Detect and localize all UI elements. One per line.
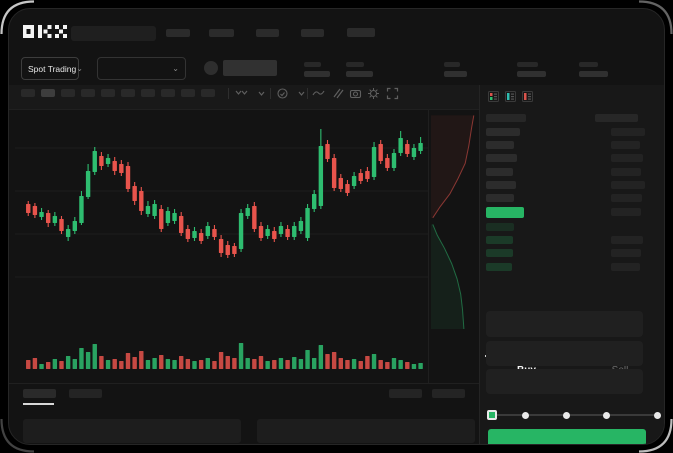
stat-value-block [579,71,608,77]
ask-amount-bar [611,141,640,149]
compare-icon[interactable] [331,87,344,100]
chevron-down-icon[interactable] [255,87,268,100]
right-panel: Buy Sell [479,85,664,444]
book-split-view-icon[interactable] [488,89,499,102]
ask-price-bar [486,141,514,149]
bottom-tab[interactable] [69,389,102,398]
toolbar-divider [307,88,308,99]
bid-amount-bar [611,263,640,271]
fullscreen-icon[interactable] [386,87,399,100]
candle-style-icon[interactable] [235,87,248,100]
timeframe-button[interactable] [101,89,115,97]
ask-amount-bar [611,181,645,189]
toolbar-divider [228,88,229,99]
stat-value-block [517,71,546,77]
orderbook-header-block [486,114,526,122]
timeframe-button[interactable] [121,89,135,97]
ask-amount-bar [611,128,645,136]
order-form-field[interactable] [486,369,643,394]
nav-item[interactable] [256,29,279,37]
chart-toolbar [9,85,479,110]
timeframe-button[interactable] [141,89,155,97]
ask-price-bar [486,168,513,176]
timeframe-button[interactable] [81,89,95,97]
slider-stop[interactable] [602,411,610,419]
stat-label-block [517,62,538,67]
buy-submit-button[interactable] [488,429,646,444]
ask-price-bar [486,128,520,136]
candlestick-chart[interactable] [15,109,428,379]
depth-chart [431,115,475,330]
book-bids-view-icon[interactable] [505,89,516,102]
ask-amount-bar [611,154,643,162]
app-window: Spot Trading ⌄ ⌄ [8,8,665,445]
toolbar-divider [270,88,271,99]
last-price-bar[interactable] [486,207,524,218]
bottom-tab-active[interactable] [23,389,56,398]
bottom-tab-indicator [23,403,54,405]
bid-amount-bar [611,249,641,257]
last-price-block [223,60,277,76]
ask-price-bar [486,154,517,162]
order-form-field[interactable] [486,341,643,366]
camera-icon[interactable] [349,87,362,100]
slider-stop[interactable] [562,411,570,419]
market-type-label: Spot Trading [28,63,77,74]
amount-slider-track[interactable] [491,414,657,416]
nav-item[interactable] [301,29,324,37]
slider-stop[interactable] [653,411,661,419]
ask-price-bar [486,181,516,189]
stat-value-block [304,71,330,77]
timeframe-button[interactable] [41,89,55,97]
nav-item[interactable] [166,29,190,37]
stat-label-block [304,62,321,67]
last-price-amount-bar [611,208,641,216]
stat-value-block [346,71,373,77]
okx-logo[interactable] [23,25,67,38]
stat-label-block [444,62,460,67]
amount-slider-handle[interactable] [487,410,497,420]
slider-stop[interactable] [521,411,529,419]
bottom-panel [23,419,241,443]
nav-item[interactable] [347,28,375,37]
bottom-divider [9,383,479,384]
bid-price-bar [486,236,513,244]
settings-icon[interactable] [367,87,380,100]
market-type-selector[interactable]: Spot Trading ⌄ [21,57,83,80]
book-asks-view-icon[interactable] [522,89,533,102]
stat-label-block [346,62,364,67]
indicators-icon[interactable] [276,87,289,100]
chevron-down-icon: ⌄ [172,63,179,73]
ask-price-bar [486,194,514,202]
stat-label-block [579,62,598,67]
topbar-search-block[interactable] [71,26,156,41]
chevron-down-icon[interactable] [295,87,308,100]
timeframe-button[interactable] [161,89,175,97]
bottom-action-block[interactable] [432,389,465,398]
chevron-down-icon: ⌄ [76,63,83,73]
pair-dropdown[interactable]: ⌄ [97,57,186,80]
nav-item[interactable] [209,29,234,37]
timeframe-button[interactable] [181,89,195,97]
orderbook-header-block [595,114,638,122]
stat-value-block [444,71,467,77]
ask-amount-bar [611,168,641,176]
bid-price-bar [486,223,514,231]
bid-amount-bar [611,236,643,244]
timeframe-button[interactable] [21,89,35,97]
bottom-action-block[interactable] [389,389,422,398]
timeframe-button[interactable] [61,89,75,97]
line-tool-icon[interactable] [312,87,325,100]
ask-amount-bar [611,194,642,202]
coin-logo [204,61,218,75]
bid-price-bar [486,263,512,271]
timeframe-button[interactable] [201,89,215,97]
chart-depth-divider [428,109,429,383]
bid-price-bar [486,249,513,257]
order-form-field[interactable] [486,311,643,337]
bottom-panel [257,419,475,443]
okx-logo-icon [23,25,67,38]
